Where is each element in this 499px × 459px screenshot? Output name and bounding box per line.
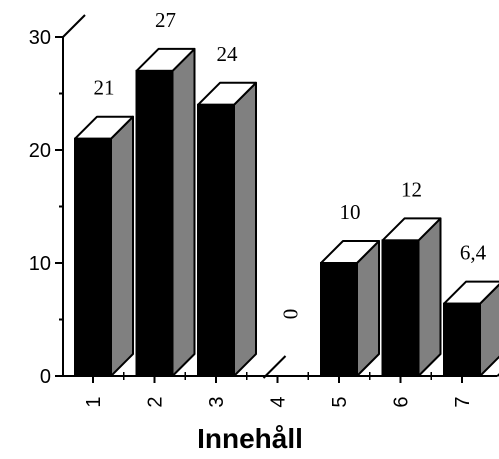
- bar: [443, 280, 499, 377]
- bar-side: [356, 240, 380, 377]
- x-tick-label: 6: [391, 396, 413, 407]
- x-axis-title: Innehåll: [197, 423, 303, 454]
- bar-front: [443, 302, 481, 377]
- data-labels: 21 27 24 0 10 12 6,4: [94, 8, 487, 319]
- data-label: 27: [155, 8, 176, 32]
- bar-side: [171, 47, 196, 377]
- bar: [135, 47, 196, 378]
- x-tick-label: 7: [452, 396, 474, 407]
- bar: [197, 81, 257, 378]
- bar: [74, 115, 134, 377]
- data-label: 6,4: [460, 241, 487, 265]
- data-label: 10: [340, 200, 361, 224]
- y-tick-label: 0: [40, 366, 51, 388]
- y-axis-top: [62, 14, 86, 38]
- data-label: 24: [217, 42, 239, 66]
- y-tick-label: 10: [29, 253, 51, 275]
- bar-front: [381, 239, 420, 377]
- x-tick-label: 2: [145, 396, 167, 407]
- x-tick-label: 3: [206, 396, 228, 407]
- data-label: 0: [279, 309, 303, 320]
- x-tick-label: 5: [329, 396, 351, 407]
- y-tick-label: 20: [29, 140, 51, 162]
- data-label: 12: [401, 177, 422, 201]
- bar-front: [320, 262, 358, 377]
- y-tick-label: 30: [29, 27, 51, 49]
- bar: [320, 240, 380, 377]
- bar-zero: [262, 355, 287, 379]
- bar-front: [74, 137, 112, 377]
- bar: [381, 217, 442, 377]
- bar-front: [135, 69, 174, 378]
- bar-side: [417, 217, 442, 377]
- bars: [74, 47, 499, 379]
- bar-side: [110, 115, 134, 377]
- x-tick-label: 1: [83, 396, 105, 407]
- bar-side: [233, 81, 257, 377]
- bar-front: [197, 103, 235, 378]
- x-tick-label: 4: [268, 396, 290, 407]
- data-label: 21: [94, 76, 115, 100]
